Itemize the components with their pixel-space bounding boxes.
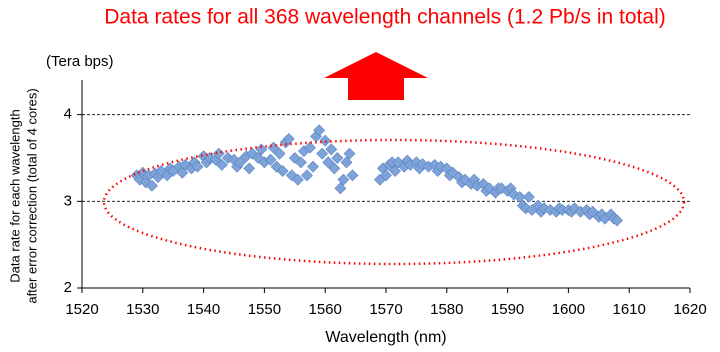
x-tick-label: 1560 [309,301,342,318]
y-unit: (Tera bps) [46,53,114,70]
data-point [337,173,350,186]
data-point [243,162,256,175]
data-point [334,182,347,195]
data-point [340,156,353,169]
data-point [328,162,341,175]
data-point [389,165,402,177]
data-point [301,169,313,182]
x-axis-label: Wavelength (nm) [325,329,446,346]
data-point [294,156,307,169]
highlight-ellipse [102,138,686,266]
y-axis-label: after error correction (total of 4 cores… [24,88,39,303]
y-tick-label: 2 [64,279,72,296]
data-point [191,160,204,173]
data-point [282,133,295,145]
x-tick-label: 1580 [430,301,463,318]
data-point [343,147,356,160]
data-point [145,179,158,192]
data-point [513,191,526,203]
data-point [313,124,326,137]
x-tick-label: 1590 [491,301,524,318]
data-point [255,143,268,156]
plot-area: 2 3 4 1520 1530 1540 1550 1560 1570 1580 1590 1600 1… [64,80,707,318]
up-arrow [324,52,428,100]
x-tick-label: 1610 [613,301,646,318]
data-point [319,134,332,147]
x-tick-label: 1550 [248,301,281,318]
x-tick-label: 1570 [369,301,402,318]
data-point [215,159,228,171]
data-point [234,156,247,169]
data-point [304,141,316,154]
y-tick-label: 4 [64,106,72,123]
x-tick-label: 1600 [552,301,585,318]
data-point [322,156,335,169]
data-point [316,147,329,160]
data-point [276,165,289,177]
x-tick-label: 1530 [126,301,159,318]
chart-title: Data rates for all 368 wavelength channe… [104,6,665,29]
data-point [264,153,277,166]
data-point [522,191,535,203]
data-point [346,169,359,182]
y-tick-label: 3 [64,192,72,209]
data-point [611,214,623,227]
data-point [307,160,319,173]
data-point [380,169,392,182]
x-tick-label: 1620 [673,301,706,318]
x-tick-label: 1520 [65,301,98,318]
y-axis-label: Data rate for each wavelength [7,109,22,282]
x-tick-label: 1540 [187,301,220,318]
data-point [291,173,304,186]
data-point [331,152,344,164]
data-point [273,147,286,160]
data-point [325,143,338,156]
